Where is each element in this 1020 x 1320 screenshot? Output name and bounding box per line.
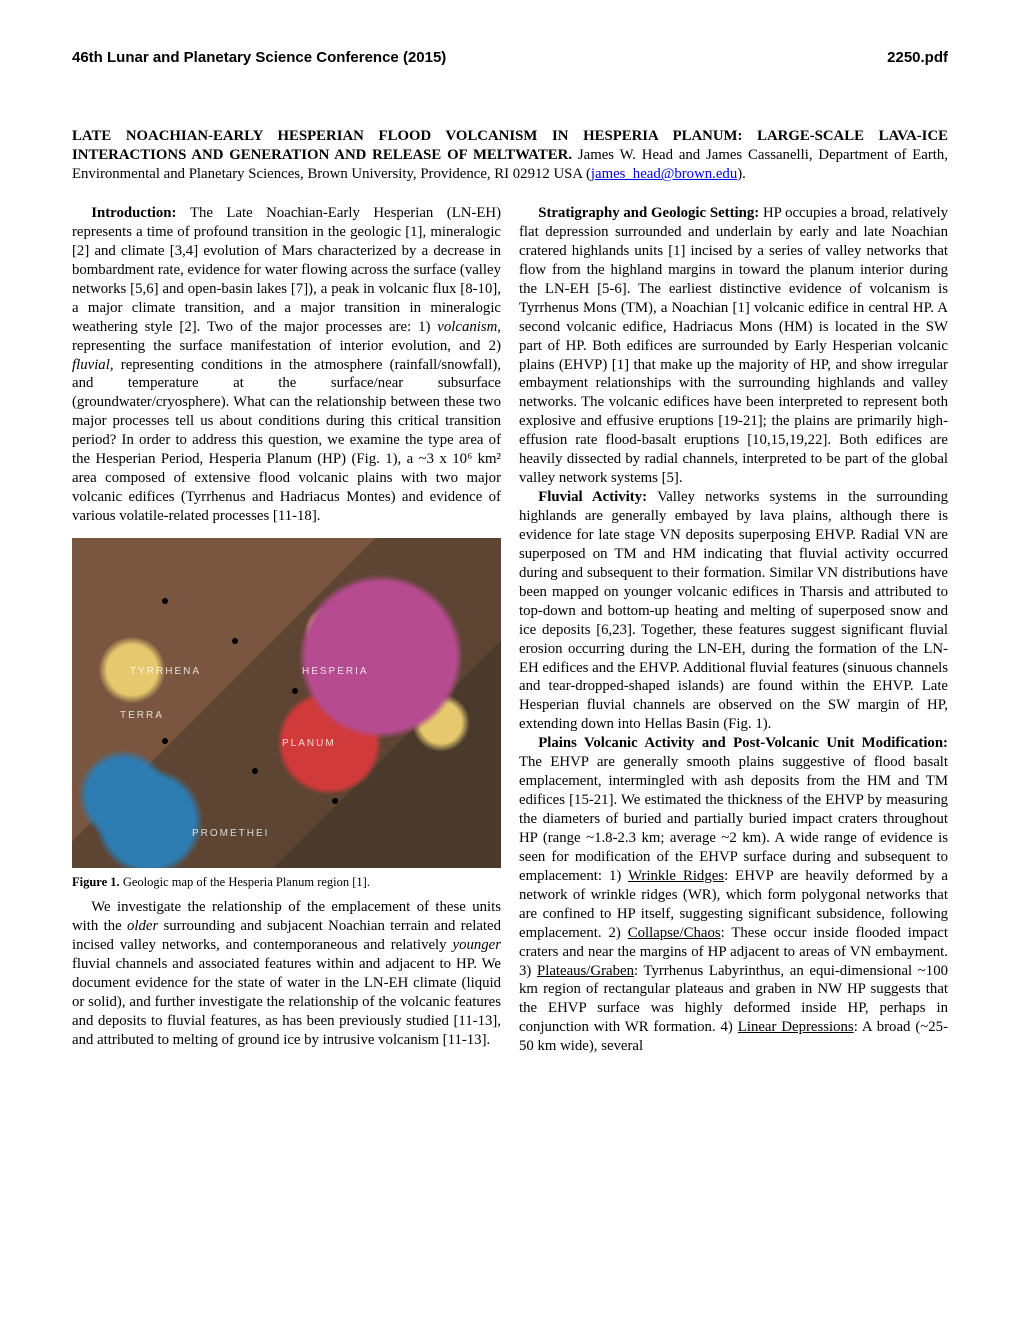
map-dot <box>292 688 298 694</box>
map-dot <box>162 738 168 744</box>
intro-heading: Introduction: <box>91 205 190 221</box>
map-label-hesperia: HESPERIA <box>302 666 369 679</box>
body-columns: Introduction: The Late Noachian-Early He… <box>72 204 948 1056</box>
map-dot <box>332 798 338 804</box>
title-block: LATE NOACHIAN-EARLY HESPERIAN FLOOD VOLC… <box>72 127 948 184</box>
figure-1-caption-label: Figure 1. <box>72 875 120 889</box>
map-label-promethei: PROMETHEI <box>192 828 269 841</box>
plains-a: The EHVP are generally smooth plains sug… <box>519 754 948 884</box>
plains-heading: Plains Volcanic Activity and Post-Volcan… <box>538 735 948 751</box>
fluvial-body: Valley networks systems in the surroundi… <box>519 489 948 732</box>
para2-c: fluvial channels and associated features… <box>72 956 501 1048</box>
underline-collapse-chaos: Collapse/Chaos <box>628 925 721 941</box>
fluvial-paragraph: Fluvial Activity: Valley networks system… <box>519 488 948 734</box>
map-dot <box>162 598 168 604</box>
intro-body-3: , representing conditions in the atmosph… <box>72 357 501 525</box>
underline-plateaus-graben: Plateaus/Graben <box>537 963 634 979</box>
pdf-name: 2250.pdf <box>887 48 948 67</box>
author-email-link[interactable]: james_head@brown.edu <box>591 166 737 182</box>
figure-1: TYRRHENA HESPERIA TERRA PLANUM PROMETHEI… <box>72 538 501 890</box>
para2-older: older <box>127 918 158 934</box>
intro-body-1: The Late Noachian-Early Hesperian (LN-EH… <box>72 205 501 335</box>
figure-1-caption-text: Geologic map of the Hesperia Planum regi… <box>120 875 370 889</box>
fluvial-heading: Fluvial Activity: <box>538 489 657 505</box>
map-dot <box>232 638 238 644</box>
para2-younger: younger <box>453 937 502 953</box>
map-dot <box>252 768 258 774</box>
stratigraphy-paragraph: Stratigraphy and Geologic Setting: HP oc… <box>519 204 948 488</box>
title-tail: ). <box>737 166 746 182</box>
intro-paragraph: Introduction: The Late Noachian-Early He… <box>72 204 501 526</box>
underline-wrinkle-ridges: Wrinkle Ridges <box>628 868 724 884</box>
intro-italic-fluvial: fluvial <box>72 357 110 373</box>
underline-linear-depressions: Linear Depressions <box>738 1019 854 1035</box>
plains-paragraph: Plains Volcanic Activity and Post-Volcan… <box>519 734 948 1056</box>
figure-1-map: TYRRHENA HESPERIA TERRA PLANUM PROMETHEI <box>72 538 501 868</box>
stratigraphy-heading: Stratigraphy and Geologic Setting: <box>538 205 763 221</box>
map-base-layer <box>72 538 501 868</box>
intro-italic-volcanism: volcanism <box>437 319 497 335</box>
stratigraphy-body: HP occupies a broad, relatively flat dep… <box>519 205 948 486</box>
figure-1-caption: Figure 1. Geologic map of the Hesperia P… <box>72 874 501 890</box>
map-label-terra: TERRA <box>120 710 164 723</box>
conference-name: 46th Lunar and Planetary Science Confere… <box>72 48 446 67</box>
map-label-tyrrhena: TYRRHENA <box>130 666 201 679</box>
investigate-paragraph: We investigate the relationship of the e… <box>72 898 501 1050</box>
map-label-planum: PLANUM <box>282 738 336 751</box>
page-header: 46th Lunar and Planetary Science Confere… <box>72 48 948 67</box>
